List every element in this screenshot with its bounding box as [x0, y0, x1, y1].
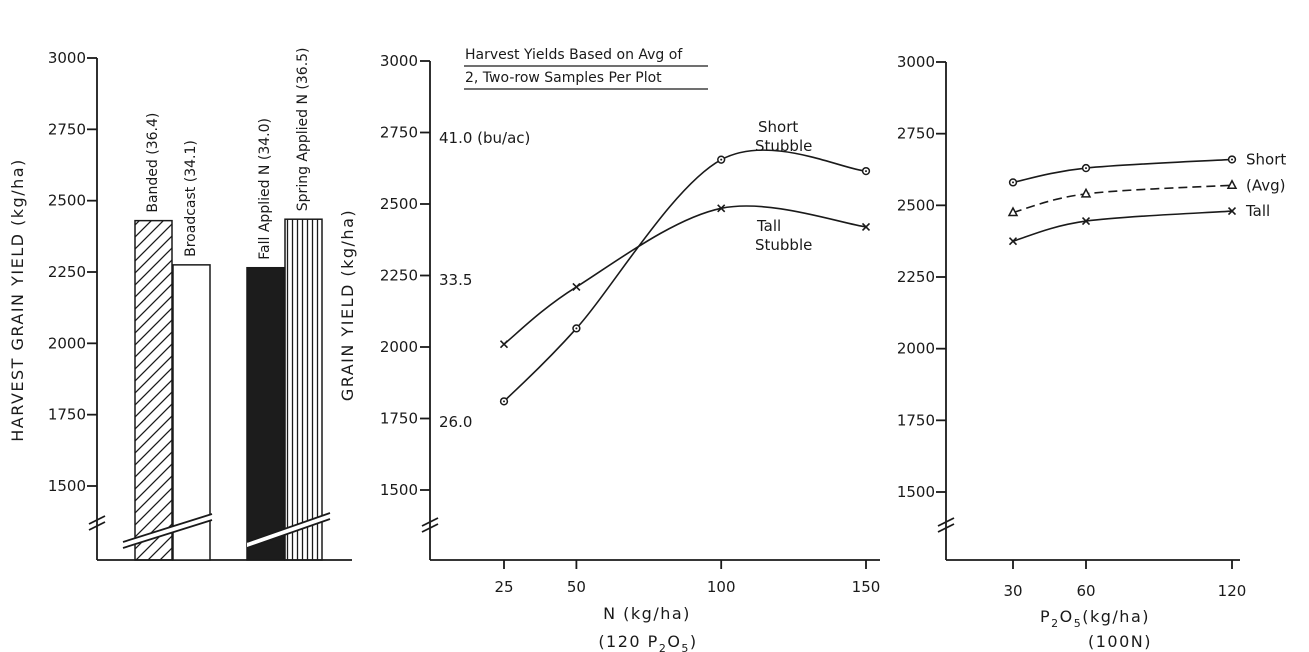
x-tick-label: 25 — [494, 578, 513, 596]
x-tick-label: 30 — [1003, 582, 1022, 600]
y-tick-label: 2500 — [380, 195, 418, 213]
secondary-label-high: 41.0 (bu/ac) — [439, 129, 530, 147]
data-point-center — [720, 159, 722, 161]
series-line — [1013, 211, 1232, 241]
x-tick-label: 100 — [707, 578, 736, 596]
data-point-center — [865, 170, 867, 172]
series-line — [1013, 185, 1232, 212]
svg-text:(120 P2O5): (120 P2O5) — [598, 632, 697, 652]
series-label-short-2: Stubble — [755, 137, 812, 155]
y-tick-label: 2000 — [48, 334, 86, 352]
secondary-label-mid: 33.5 — [439, 271, 472, 289]
y-axis-label: HARVEST GRAIN YIELD (kg/ha) — [8, 158, 27, 442]
bar — [247, 268, 284, 560]
chart-title-line-1: Harvest Yields Based on Avg of — [465, 47, 683, 63]
y-tick-label: 2250 — [897, 268, 935, 286]
data-point — [1009, 208, 1017, 216]
y-tick-label: 1500 — [897, 483, 935, 501]
y-tick-label: 2000 — [897, 340, 935, 358]
y-tick-label: 2750 — [48, 120, 86, 138]
data-point-center — [1085, 167, 1087, 169]
legend-label: (Avg) — [1246, 176, 1286, 194]
bar — [135, 221, 172, 560]
chart-title-line-2: 2, Two-row Samples Per Plot — [465, 70, 662, 86]
x-tick-label: 120 — [1218, 582, 1247, 600]
y-tick-label: 3000 — [48, 49, 86, 67]
legend-label: Tall — [1245, 202, 1270, 220]
data-point — [573, 283, 580, 290]
bar — [285, 219, 322, 560]
svg-text:P2O5(kg/ha): P2O5(kg/ha) — [1040, 607, 1150, 630]
y-tick-label: 2250 — [380, 267, 418, 285]
svg-text:N (kg/ha): N (kg/ha) — [603, 604, 691, 623]
y-tick-label: 2000 — [380, 338, 418, 356]
nitrogen-line-chart-panel: Harvest Yields Based on Avg of 2, Two-ro… — [338, 47, 880, 652]
y-tick-label: 1500 — [380, 481, 418, 499]
x-tick-label: 50 — [567, 578, 586, 596]
data-point-center — [503, 400, 505, 402]
y-tick-label: 2250 — [48, 263, 86, 281]
series-label-short-1: Short — [758, 118, 798, 136]
y-tick-label: 1500 — [48, 477, 86, 495]
axes: 1500 1750 2000 2250 2500 2750 3000 30 60 120 — [897, 53, 1247, 600]
data-point — [1082, 189, 1090, 197]
bar-label: Spring Applied N (36.5) — [295, 47, 311, 211]
y-axis-label: GRAIN YIELD (kg/ha) — [338, 209, 357, 401]
y-tick-label: 1750 — [897, 411, 935, 429]
bar-label: Fall Applied N (34.0) — [257, 118, 273, 260]
data-point-center — [1231, 158, 1233, 160]
y-tick-label: 1750 — [48, 406, 86, 424]
series-label-tall-1: Tall — [756, 217, 781, 235]
y-tick-label: 3000 — [897, 53, 935, 71]
svg-text:HARVEST GRAIN YIELD (kg/ha): HARVEST GRAIN YIELD (kg/ha) — [8, 158, 27, 442]
data-point — [501, 341, 508, 348]
y-tick-label: 2500 — [48, 192, 86, 210]
x-axis-label: N (kg/ha) (120 P2O5) — [598, 604, 697, 652]
series-label-tall-2: Stubble — [755, 236, 812, 254]
svg-text:GRAIN YIELD (kg/ha): GRAIN YIELD (kg/ha) — [338, 209, 357, 401]
y-tick-label: 2750 — [380, 124, 418, 142]
secondary-label-low: 26.0 — [439, 413, 472, 431]
bar-label: Banded (36.4) — [145, 113, 161, 213]
series-line — [504, 206, 866, 344]
x-tick-label: 60 — [1076, 582, 1095, 600]
svg-text:(100N): (100N) — [1088, 632, 1152, 651]
series-line — [1013, 159, 1232, 182]
x-tick-label: 150 — [852, 578, 881, 596]
series — [501, 150, 870, 405]
bar-label: Broadcast (34.1) — [183, 140, 199, 257]
series: Short (Avg) Tall — [1009, 150, 1286, 244]
bar-chart-panel: HARVEST GRAIN YIELD (kg/ha) 1500 1750 2000… — [8, 47, 352, 560]
bars: Banded (36.4) Broadcast (34.1) Fall Applie… — [123, 47, 330, 560]
y-tick-label: 2500 — [897, 196, 935, 214]
phosphorus-line-chart-panel: 1500 1750 2000 2250 2500 2750 3000 30 60 120 Shor… — [897, 53, 1287, 651]
series-line — [504, 150, 866, 401]
x-axis-label: P2O5(kg/ha) (100N) — [1040, 607, 1152, 651]
y-tick-label: 1750 — [380, 410, 418, 428]
legend-label: Short — [1246, 150, 1286, 168]
data-point-center — [1012, 181, 1014, 183]
data-point — [1228, 181, 1236, 189]
y-tick-label: 2750 — [897, 125, 935, 143]
data-point-center — [575, 327, 577, 329]
y-tick-label: 3000 — [380, 52, 418, 70]
